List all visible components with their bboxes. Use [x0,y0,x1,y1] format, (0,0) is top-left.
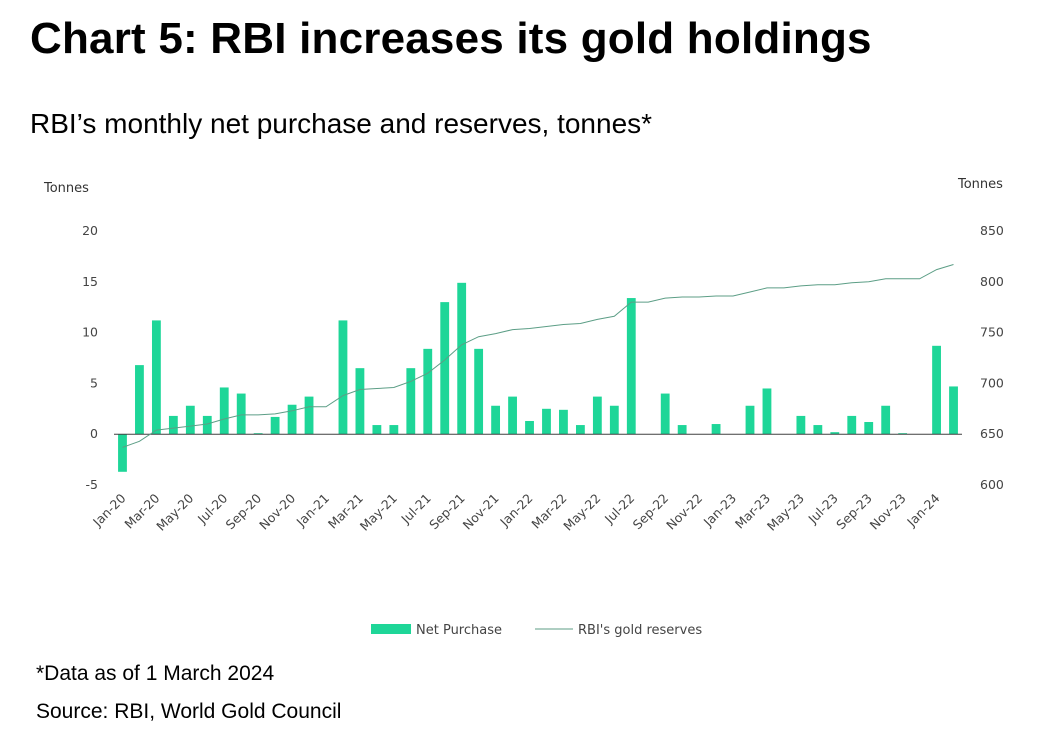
x-tick-label: Sep-23 [833,491,875,533]
bar-net-purchase [372,425,382,435]
bar-net-purchase [304,396,314,435]
chart-title: Chart 5: RBI increases its gold holdings [30,14,872,63]
legend-bar-swatch [371,624,411,634]
bar-net-purchase [151,320,161,435]
bar-net-purchase [270,416,280,435]
right-tick-label: 800 [980,274,1004,289]
x-tick-label: May-20 [153,490,196,533]
right-tick-label: 700 [980,375,1004,390]
bar-net-purchase [525,420,534,435]
bar-net-purchase [202,415,212,435]
bar-net-purchase [474,348,484,435]
bar-net-purchase [660,393,670,435]
line-gold-reserves [122,264,954,448]
x-tick-label: Nov-23 [867,491,909,533]
x-tick-label: May-22 [560,491,603,534]
bar-net-purchase [949,386,958,435]
x-tick-label: Jan-23 [700,491,739,530]
left-tick-label: 10 [82,325,98,340]
left-tick-label: 15 [82,274,98,289]
bar-net-purchase [881,405,891,435]
x-tick-label: Sep-21 [426,491,468,533]
right-tick-label: 750 [980,325,1004,340]
x-tick-label: Jan-21 [293,491,332,530]
bar-net-purchase [932,345,941,435]
x-tick-label: Jan-24 [903,490,942,529]
x-tick-label: Jan-20 [89,490,128,529]
bar-net-purchase [847,415,857,435]
right-tick-label: 650 [980,426,1004,441]
bar-net-purchase [236,393,246,435]
bar-net-purchase [626,298,636,435]
left-tick-label: -5 [86,477,98,492]
bar-net-purchase [406,368,416,435]
bar-net-purchase [253,433,263,435]
source-note: Source: RBI, World Gold Council [36,700,342,723]
x-tick-label: May-21 [357,491,400,534]
bar-net-purchase [457,282,467,435]
bar-net-purchase [185,405,195,435]
legend-line-label: RBI's gold reserves [578,623,702,638]
left-tick-label: 20 [82,223,98,238]
x-tick-label: Sep-20 [223,490,265,532]
bar-net-purchase [219,387,229,435]
left-tick-label: 5 [90,375,98,390]
bar-net-purchase [542,408,551,435]
x-tick-label: Nov-22 [663,491,705,533]
left-axis-title: Tonnes [43,181,89,196]
bar-net-purchase [287,404,297,435]
bar-net-purchase [830,432,840,435]
bar-net-purchase [355,368,365,435]
bar-net-purchase [711,424,721,435]
bar-net-purchase [338,320,348,435]
bar-net-purchase [677,425,687,435]
bar-net-purchase [168,415,178,435]
bar-net-purchase [491,405,501,435]
bar-net-purchase [864,422,874,435]
x-tick-label: Sep-22 [630,491,672,533]
x-tick-label: May-23 [764,491,807,534]
bar-net-purchase [592,396,602,435]
data-note: *Data as of 1 March 2024 [36,662,275,685]
right-axis-title: Tonnes [957,177,1003,192]
bar-net-purchase [796,415,806,435]
bar-net-purchase [389,425,399,435]
bar-net-purchase [813,425,823,435]
right-tick-label: 850 [980,223,1004,238]
bar-net-purchase [575,425,585,435]
bar-net-purchase [762,388,772,435]
bar-net-purchase [898,433,908,435]
x-tick-label: Jan-22 [496,491,535,530]
bar-net-purchase [609,405,619,435]
bar-net-purchase [508,396,517,435]
legend-bar-label: Net Purchase [416,623,502,638]
bar-net-purchase [423,348,433,435]
x-tick-label: Nov-20 [256,490,298,532]
x-tick-label: Nov-21 [460,491,502,533]
bar-net-purchase [559,409,568,435]
chart-subtitle: RBI’s monthly net purchase and reserves,… [30,108,653,139]
bar-net-purchase [440,302,450,435]
bar-net-purchase [118,434,127,472]
right-tick-label: 600 [980,477,1004,492]
bar-net-purchase [745,405,755,435]
left-tick-label: 0 [90,426,98,441]
bar-net-purchase [135,365,144,435]
